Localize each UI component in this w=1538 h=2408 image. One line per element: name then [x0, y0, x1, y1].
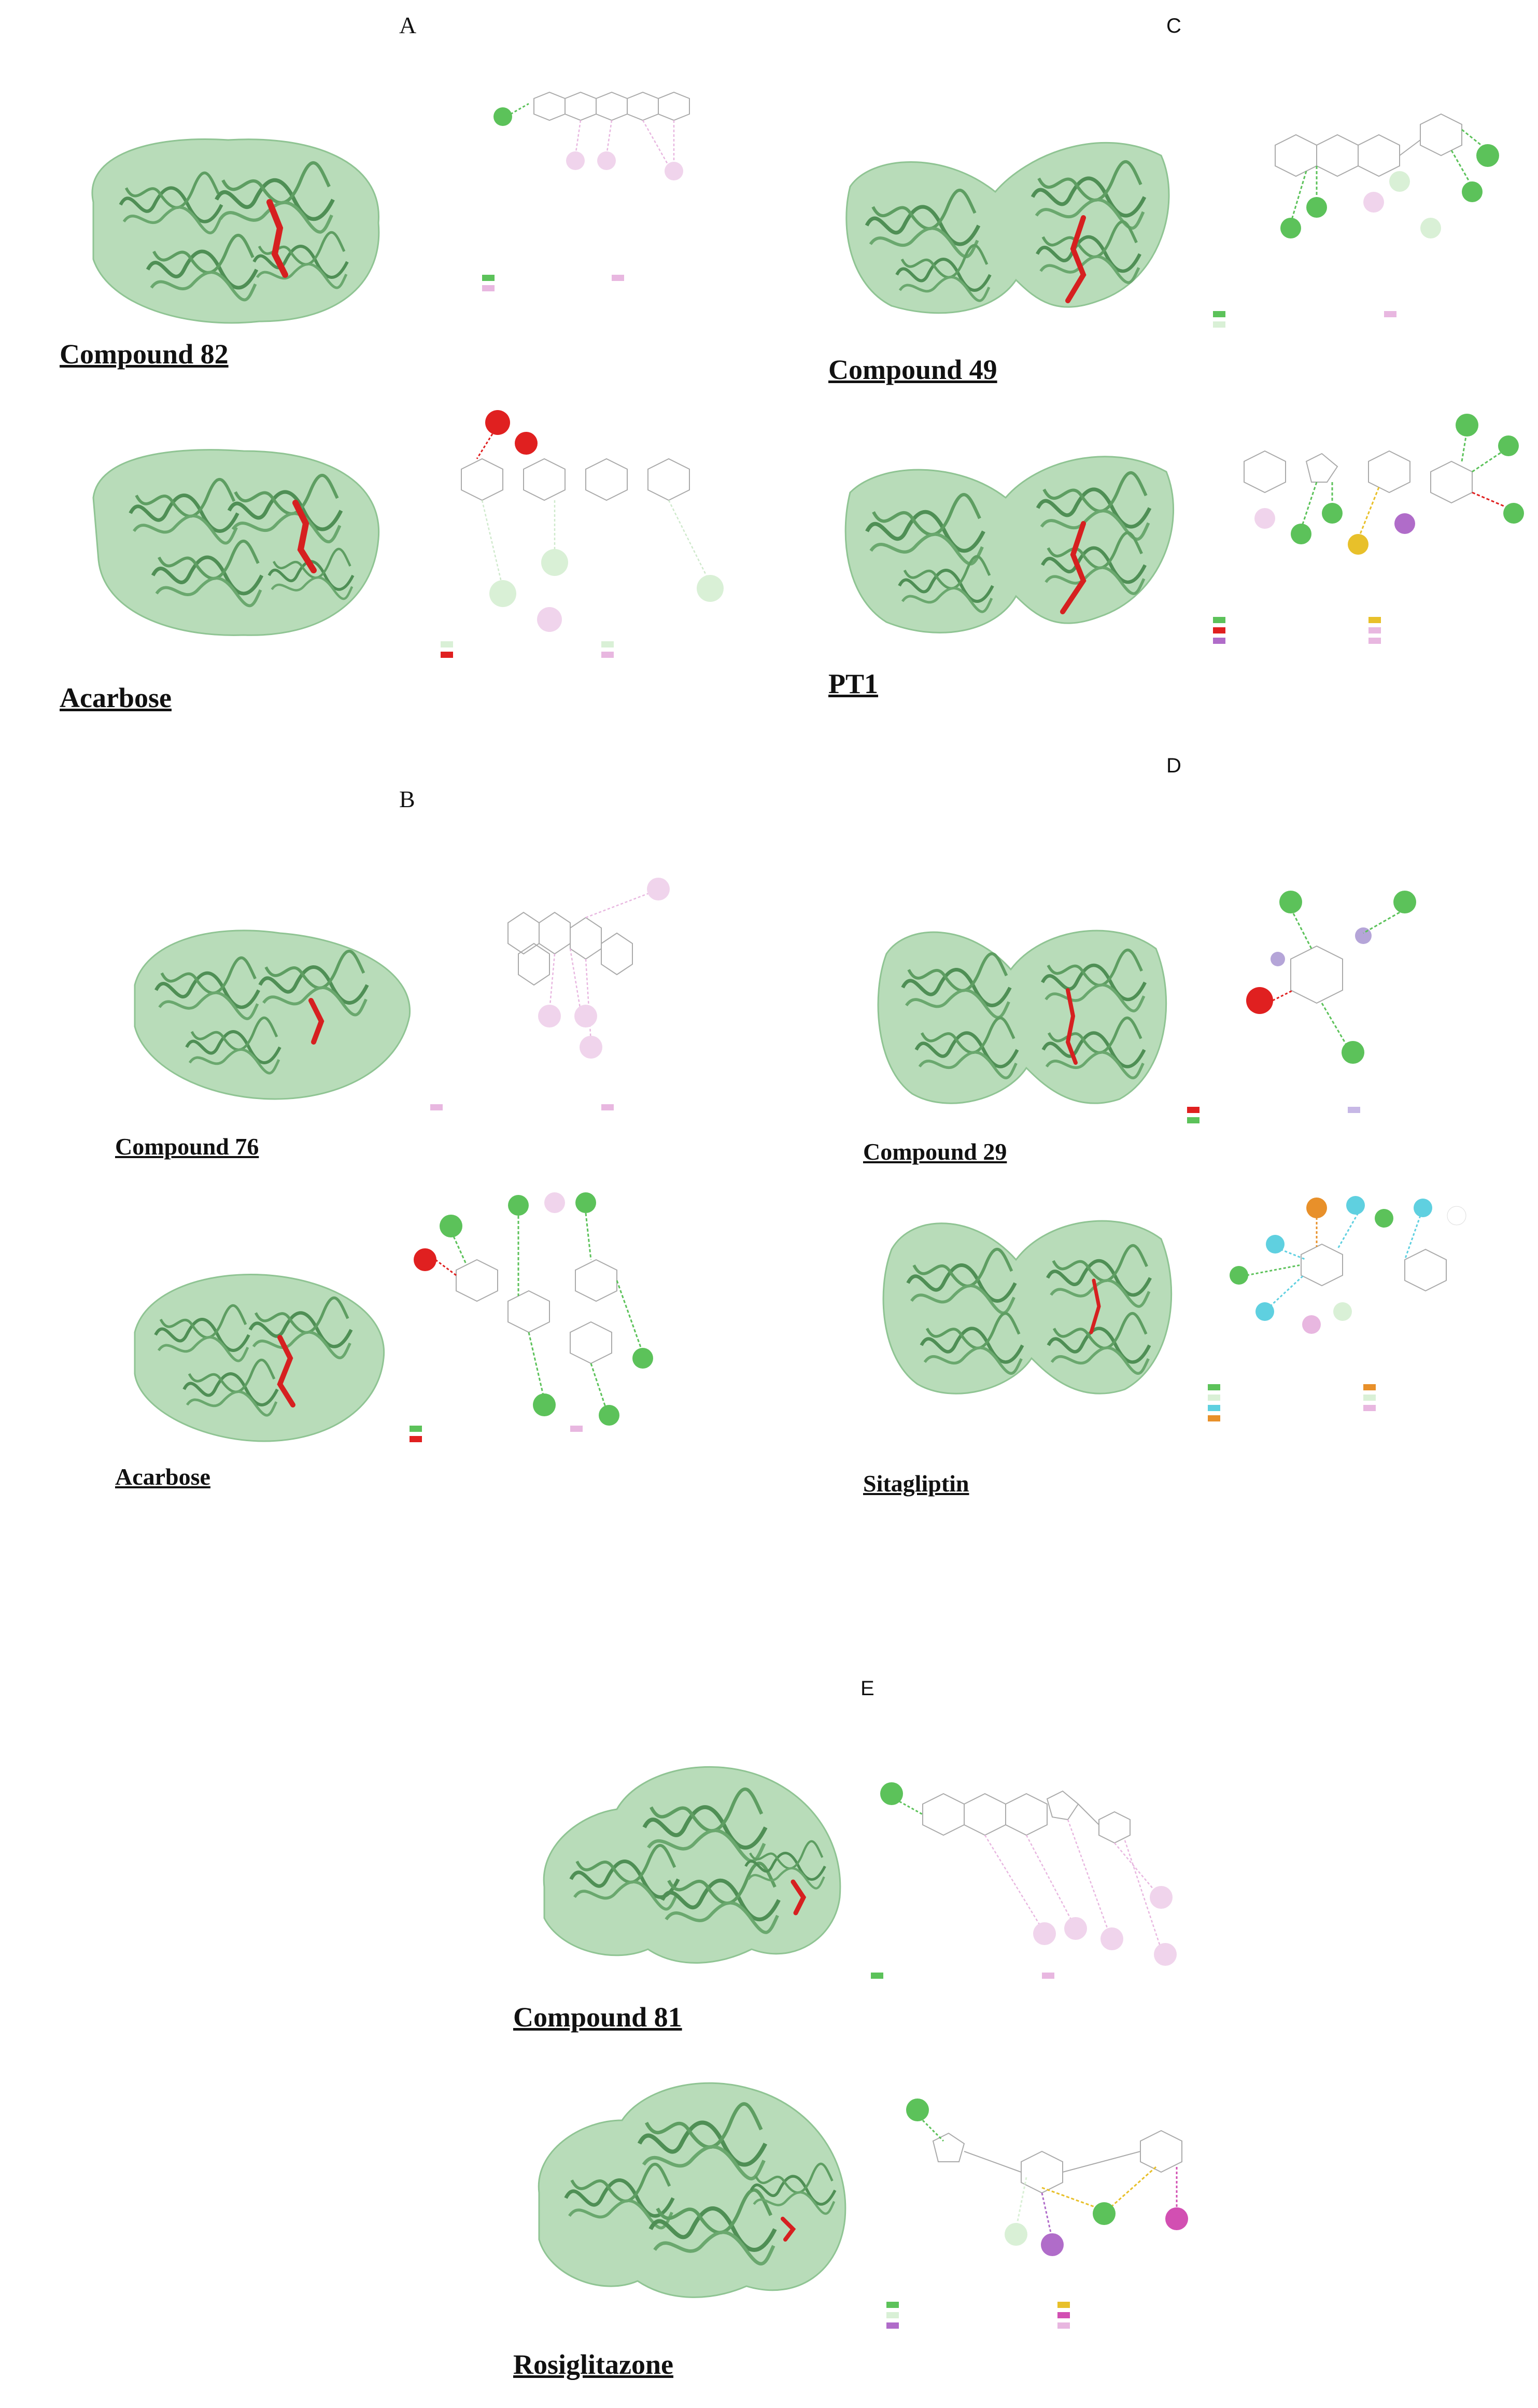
interaction-diagram-pt1 — [1213, 414, 1524, 644]
caption-compound-81: Compound 81 — [513, 2002, 682, 2033]
caption-rosiglitazone: Rosiglitazone — [513, 2349, 673, 2380]
interaction-diagram-compound-29 — [1187, 891, 1416, 1123]
panel-letter-c: C — [1166, 15, 1181, 37]
protein-structure-compound-81 — [543, 1766, 841, 1964]
protein-structure-sitagliptin — [882, 1220, 1173, 1395]
interaction-diagram-compound-76 — [507, 878, 670, 1059]
caption-acarbose-b: Acarbose — [115, 1463, 210, 1490]
interaction-diagram-compound-81 — [871, 1782, 1177, 1979]
caption-acarbose-a: Acarbose — [60, 682, 172, 713]
protein-structure-compound-76 — [134, 930, 411, 1100]
protein-structure-pt1 — [844, 456, 1174, 633]
panel-letter-b: B — [399, 786, 415, 812]
protein-structure-rosiglitazone — [538, 2082, 846, 2298]
protein-structure-compound-29 — [877, 930, 1167, 1104]
protein-structure-compound-82 — [91, 138, 380, 324]
caption-compound-29: Compound 29 — [863, 1138, 1007, 1165]
caption-compound-49: Compound 49 — [828, 354, 997, 385]
panel-letter-d: D — [1166, 754, 1181, 777]
caption-pt1: PT1 — [828, 668, 879, 699]
interaction-diagram-rosiglitazone — [886, 2099, 1188, 2329]
caption-compound-82: Compound 82 — [60, 339, 229, 370]
panel-letter-e: E — [860, 1677, 874, 1700]
ligand-red — [266, 199, 288, 278]
protein-structure-acarbose-b — [134, 1273, 385, 1442]
interaction-diagram-acarbose-b — [410, 1192, 653, 1442]
interaction-diagram-compound-49 — [1213, 113, 1499, 328]
interaction-diagram-sitagliptin — [1208, 1196, 1466, 1421]
protein-structure-compound-49 — [845, 142, 1170, 314]
caption-compound-76: Compound 76 — [115, 1133, 259, 1160]
protein-structure-acarbose-a — [92, 449, 380, 636]
interaction-diagram-compound-82 — [482, 91, 690, 291]
interaction-diagram-acarbose-a — [441, 410, 724, 658]
legend-compound-76 — [430, 1104, 614, 1110]
caption-sitagliptin: Sitagliptin — [863, 1470, 969, 1497]
panel-letter-a: A — [399, 12, 417, 38]
